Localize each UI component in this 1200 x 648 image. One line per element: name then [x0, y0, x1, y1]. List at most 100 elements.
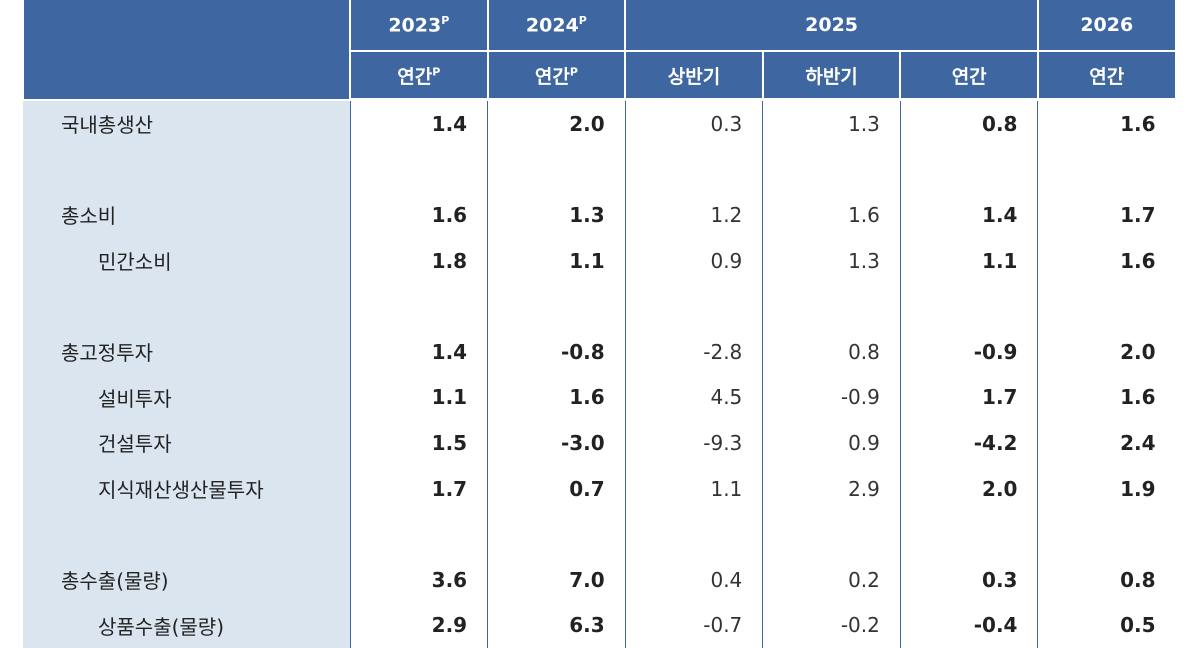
- value-cell: 0.7: [487, 465, 626, 512]
- table-row: 총소비 1.6 1.3 1.2 1.6 1.4 1.7: [23, 192, 1176, 238]
- value-cell: 1.5: [349, 420, 488, 466]
- value-cell: -3.0: [487, 420, 626, 466]
- value-cell: 0.8: [899, 99, 1038, 147]
- value-cell: 7.0: [487, 556, 626, 603]
- value-cell: 1.3: [487, 192, 626, 238]
- year-header: 2024P: [486, 0, 627, 52]
- period-header: 하반기: [761, 51, 902, 101]
- period-header: 연간: [899, 51, 1039, 101]
- value-cell: 0.9: [762, 420, 901, 466]
- period-header: 연간: [1036, 51, 1177, 101]
- spacer-cell: [23, 283, 350, 329]
- spacer-cell: [762, 511, 901, 557]
- spacer-cell: [23, 146, 350, 193]
- value-cell: 1.6: [1037, 99, 1176, 147]
- value-cell: 1.6: [349, 192, 488, 238]
- spacer-cell: [1037, 283, 1176, 329]
- value-cell: 2.4: [1037, 420, 1176, 466]
- value-cell: 0.8: [762, 328, 901, 375]
- spacer-cell: [624, 283, 763, 329]
- value-cell: 2.0: [899, 465, 1038, 512]
- spacer-cell: [1037, 146, 1176, 193]
- value-cell: 1.7: [899, 374, 1038, 421]
- value-cell: 1.4: [349, 328, 488, 375]
- forecast-table: 2023P 2024P 2025 2026 연간P 연간P 상반기 하반기 연간…: [22, 0, 1177, 648]
- value-cell: 2.9: [762, 465, 901, 512]
- value-cell: 0.3: [624, 99, 763, 147]
- row-label: 국내총생산: [23, 99, 350, 147]
- value-cell: 1.1: [487, 237, 626, 284]
- spacer-cell: [899, 283, 1038, 329]
- row-label: 지식재산생산물투자: [23, 465, 350, 512]
- spacer-cell: [23, 511, 350, 557]
- value-cell: 1.6: [487, 374, 626, 421]
- table-row: 총고정투자 1.4 -0.8 -2.8 0.8 -0.9 2.0: [23, 328, 1176, 375]
- value-cell: -0.2: [762, 602, 901, 648]
- value-cell: 1.4: [349, 99, 488, 147]
- value-cell: 1.7: [349, 465, 488, 512]
- value-cell: 0.2: [762, 556, 901, 603]
- spacer-cell: [762, 146, 901, 193]
- value-cell: 1.1: [349, 374, 488, 421]
- value-cell: 0.3: [899, 556, 1038, 603]
- value-cell: 1.1: [899, 237, 1038, 284]
- value-cell: 3.6: [349, 556, 488, 603]
- value-cell: 1.3: [762, 237, 901, 284]
- value-cell: 1.4: [899, 192, 1038, 238]
- value-cell: 0.5: [1037, 602, 1176, 648]
- value-cell: 1.7: [1037, 192, 1176, 238]
- row-label: 건설투자: [23, 420, 350, 466]
- value-cell: 2.0: [1037, 328, 1176, 375]
- table-row: 국내총생산 1.4 2.0 0.3 1.3 0.8 1.6: [23, 99, 1176, 147]
- value-cell: 1.2: [624, 192, 763, 238]
- value-cell: 1.6: [1037, 237, 1176, 284]
- value-cell: 1.1: [624, 465, 763, 512]
- table-row: 건설투자 1.5 -3.0 -9.3 0.9 -4.2 2.4: [23, 420, 1176, 466]
- value-cell: -0.7: [624, 602, 763, 648]
- value-cell: 4.5: [624, 374, 763, 421]
- table-row: 총수출(물량) 3.6 7.0 0.4 0.2 0.3 0.8: [23, 556, 1176, 603]
- spacer-cell: [349, 146, 488, 193]
- spacer-row: [23, 283, 1176, 329]
- spacer-cell: [487, 283, 626, 329]
- year-header: 2025: [624, 0, 1039, 52]
- row-label: 총수출(물량): [23, 556, 350, 603]
- row-label: 민간소비: [23, 237, 350, 284]
- spacer-cell: [624, 511, 763, 557]
- spacer-cell: [1037, 511, 1176, 557]
- table-row: 설비투자 1.1 1.6 4.5 -0.9 1.7 1.6: [23, 374, 1176, 421]
- row-label: 상품수출(물량): [23, 602, 350, 648]
- value-cell: -2.8: [624, 328, 763, 375]
- value-cell: -0.9: [762, 374, 901, 421]
- spacer-cell: [762, 283, 901, 329]
- value-cell: 0.4: [624, 556, 763, 603]
- value-cell: 0.8: [1037, 556, 1176, 603]
- value-cell: 1.8: [349, 237, 488, 284]
- row-label: 설비투자: [23, 374, 350, 421]
- corner-header: [22, 0, 351, 101]
- period-header: 상반기: [624, 51, 764, 101]
- value-cell: 2.9: [349, 602, 488, 648]
- year-header: 2023P: [349, 0, 489, 52]
- value-cell: 1.6: [1037, 374, 1176, 421]
- year-header: 2026: [1036, 0, 1177, 52]
- value-cell: -0.4: [899, 602, 1038, 648]
- spacer-row: [23, 511, 1176, 557]
- row-label: 총소비: [23, 192, 350, 238]
- spacer-cell: [899, 511, 1038, 557]
- value-cell: 1.9: [1037, 465, 1176, 512]
- table-row: 민간소비 1.8 1.1 0.9 1.3 1.1 1.6: [23, 237, 1176, 284]
- value-cell: -9.3: [624, 420, 763, 466]
- spacer-cell: [624, 146, 763, 193]
- value-cell: 6.3: [487, 602, 626, 648]
- value-cell: 0.9: [624, 237, 763, 284]
- period-header: 연간P: [486, 51, 627, 101]
- table-row: 상품수출(물량) 2.9 6.3 -0.7 -0.2 -0.4 0.5: [23, 602, 1176, 648]
- spacer-cell: [487, 511, 626, 557]
- spacer-cell: [487, 146, 626, 193]
- value-cell: -0.8: [487, 328, 626, 375]
- spacer-cell: [349, 511, 488, 557]
- spacer-cell: [899, 146, 1038, 193]
- period-header: 연간P: [349, 51, 489, 101]
- spacer-row: [23, 146, 1176, 193]
